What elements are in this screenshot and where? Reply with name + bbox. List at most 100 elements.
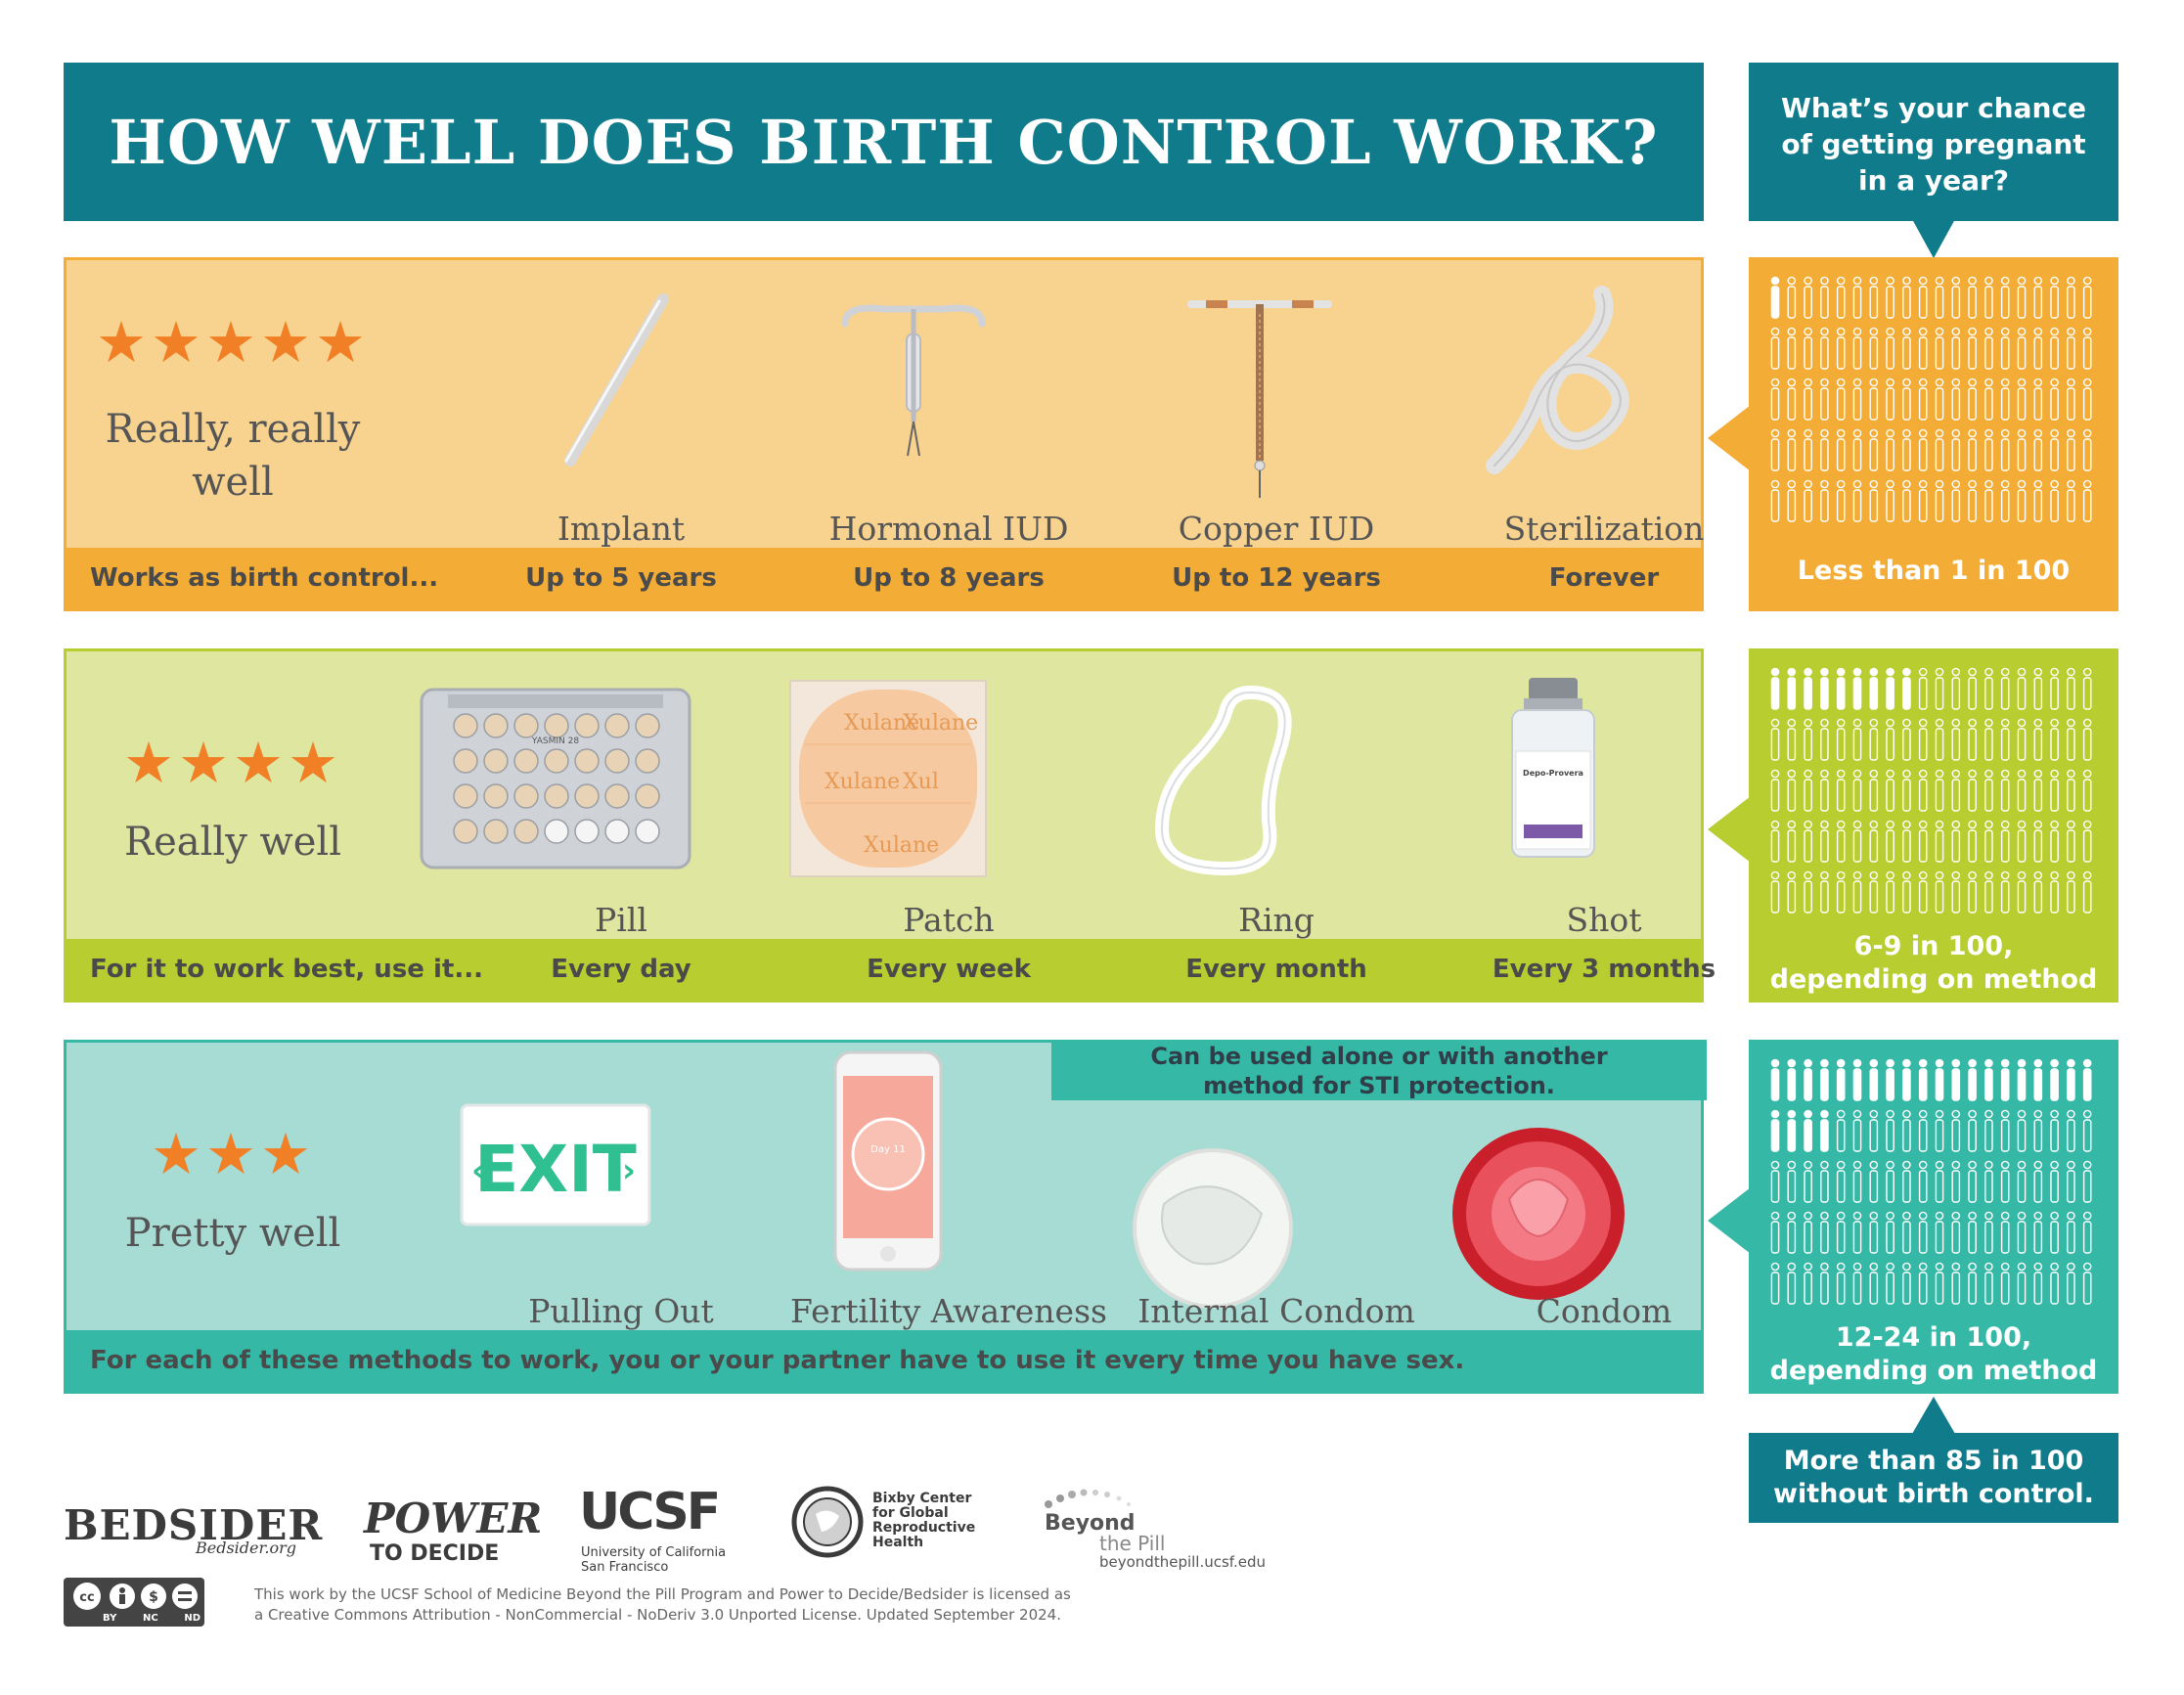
- person-figure: [2000, 1109, 2010, 1152]
- person-figure: [2017, 1109, 2027, 1152]
- person-figure: [1935, 667, 1944, 710]
- person-figure: [1951, 428, 1961, 471]
- person-figure: [2050, 1109, 2059, 1152]
- person-figure: [1886, 428, 1894, 471]
- person-figure: [1804, 769, 1812, 812]
- person-figure: [1869, 1109, 1879, 1152]
- method-pulling-out: Pulling Out: [528, 1292, 714, 1330]
- strip-label: For it to work best, use it...: [90, 955, 483, 984]
- internal-condom-icon: [1133, 1148, 1293, 1309]
- person-figure: [2067, 1109, 2075, 1152]
- stat-text-line: 6-9 in 100,: [1853, 931, 2014, 961]
- person-figure: [2067, 667, 2075, 710]
- person-figure: [1804, 718, 1812, 761]
- person-figure: [1787, 769, 1797, 812]
- implant-icon: [564, 293, 669, 467]
- person-figure: [2050, 276, 2059, 319]
- person-figure: [1984, 1211, 1993, 1254]
- five-stars-icon: ★★★★★: [96, 309, 370, 376]
- pill: [453, 748, 478, 774]
- person-figure: [1787, 1058, 1797, 1101]
- svg-text:›: ›: [622, 1151, 636, 1190]
- person-figure: [2000, 1160, 2010, 1203]
- person-figure: [1869, 1211, 1879, 1254]
- sti-note-line: Can be used alone or with another: [1150, 1043, 1608, 1070]
- person-figure: [2082, 327, 2092, 370]
- person-figure: [1902, 667, 1911, 710]
- pill: [453, 819, 478, 844]
- person-figure: [1935, 1160, 1944, 1203]
- person-figure: [1984, 870, 1993, 914]
- person-figure: [2000, 667, 2010, 710]
- tier-rating: Really well: [123, 820, 342, 865]
- figures-grid-tier1: [1770, 276, 2092, 522]
- person-figure: [1951, 1160, 1961, 1203]
- person-figure: [1886, 1211, 1894, 1254]
- person-figure: [1902, 1211, 1911, 1254]
- frequency-pill: Every day: [551, 955, 691, 984]
- person-figure: [1770, 1058, 1780, 1101]
- person-figure: [2017, 1058, 2027, 1101]
- person-figure: [2067, 378, 2075, 421]
- license-line: a Creative Commons Attribution - NonComm…: [254, 1606, 1061, 1624]
- person-figure: [1852, 870, 1862, 914]
- person-figure: [1836, 479, 1846, 522]
- person-figure: [1951, 667, 1961, 710]
- pill-pack-label: YASMIN 28: [531, 736, 579, 746]
- cc-label: NC: [142, 1613, 158, 1624]
- person-figure: [1935, 820, 1944, 863]
- person-figure: [1820, 1109, 1829, 1152]
- person-figure: [1787, 1109, 1797, 1152]
- person-figure: [1918, 820, 1928, 863]
- person-figure: [2017, 378, 2027, 421]
- person-figure: [2050, 1160, 2059, 1203]
- method-internal-condom: Internal Condom: [1137, 1292, 1415, 1330]
- person-figure: [1770, 479, 1780, 522]
- person-figure: [1902, 870, 1911, 914]
- person-figure: [1787, 820, 1797, 863]
- ucsf-logo: UCSF: [579, 1483, 721, 1541]
- person-figure: [2033, 718, 2043, 761]
- person-figure: [2082, 378, 2092, 421]
- person-figure: [1918, 327, 1928, 370]
- pill: [513, 713, 539, 738]
- person-figure: [2067, 1211, 2075, 1254]
- person-figure: [2033, 1058, 2043, 1101]
- person-figure: [2033, 1262, 2043, 1305]
- person-figure: [1918, 769, 1928, 812]
- person-figure: [1770, 870, 1780, 914]
- person-figure: [1935, 276, 1944, 319]
- power-to-decide-sub: TO DECIDE: [370, 1541, 500, 1566]
- person-figure: [1984, 479, 1993, 522]
- person-figure: [1984, 378, 1993, 421]
- person-figure: [1852, 820, 1862, 863]
- tier-really-well: ★★★★ Really well YASMIN 28 Xulane Xulane…: [64, 648, 1716, 1003]
- person-figure: [1968, 1211, 1977, 1254]
- person-figure: [1852, 378, 1862, 421]
- license-line: This work by the UCSF School of Medicine…: [254, 1585, 1071, 1603]
- person-figure: [1770, 378, 1780, 421]
- person-figure: [1902, 327, 1911, 370]
- person-figure: [1804, 870, 1812, 914]
- tier-strip: For it to work best, use it... Every day…: [67, 939, 1716, 1000]
- person-figure: [2082, 667, 2092, 710]
- person-figure: [1787, 479, 1797, 522]
- bedsider-url: Bedsider.org: [196, 1539, 297, 1557]
- person-figure: [1804, 1109, 1812, 1152]
- person-figure: [1852, 667, 1862, 710]
- duration-sterilization: Forever: [1548, 563, 1660, 593]
- person-figure: [2050, 1058, 2059, 1101]
- person-figure: [1787, 870, 1797, 914]
- person-figure: [1804, 378, 1812, 421]
- person-figure: [2050, 428, 2059, 471]
- person-figure: [2082, 718, 2092, 761]
- person-figure: [1935, 769, 1944, 812]
- person-figure: [2082, 276, 2092, 319]
- person-figure: [1770, 1160, 1780, 1203]
- person-figure: [1968, 1160, 1977, 1203]
- chance-pointer: [1912, 219, 1955, 258]
- tier-rating-line: well: [192, 460, 274, 505]
- person-figure: [1886, 667, 1894, 710]
- bixby-line: Bixby Center: [872, 1491, 972, 1506]
- person-figure: [1935, 1262, 1944, 1305]
